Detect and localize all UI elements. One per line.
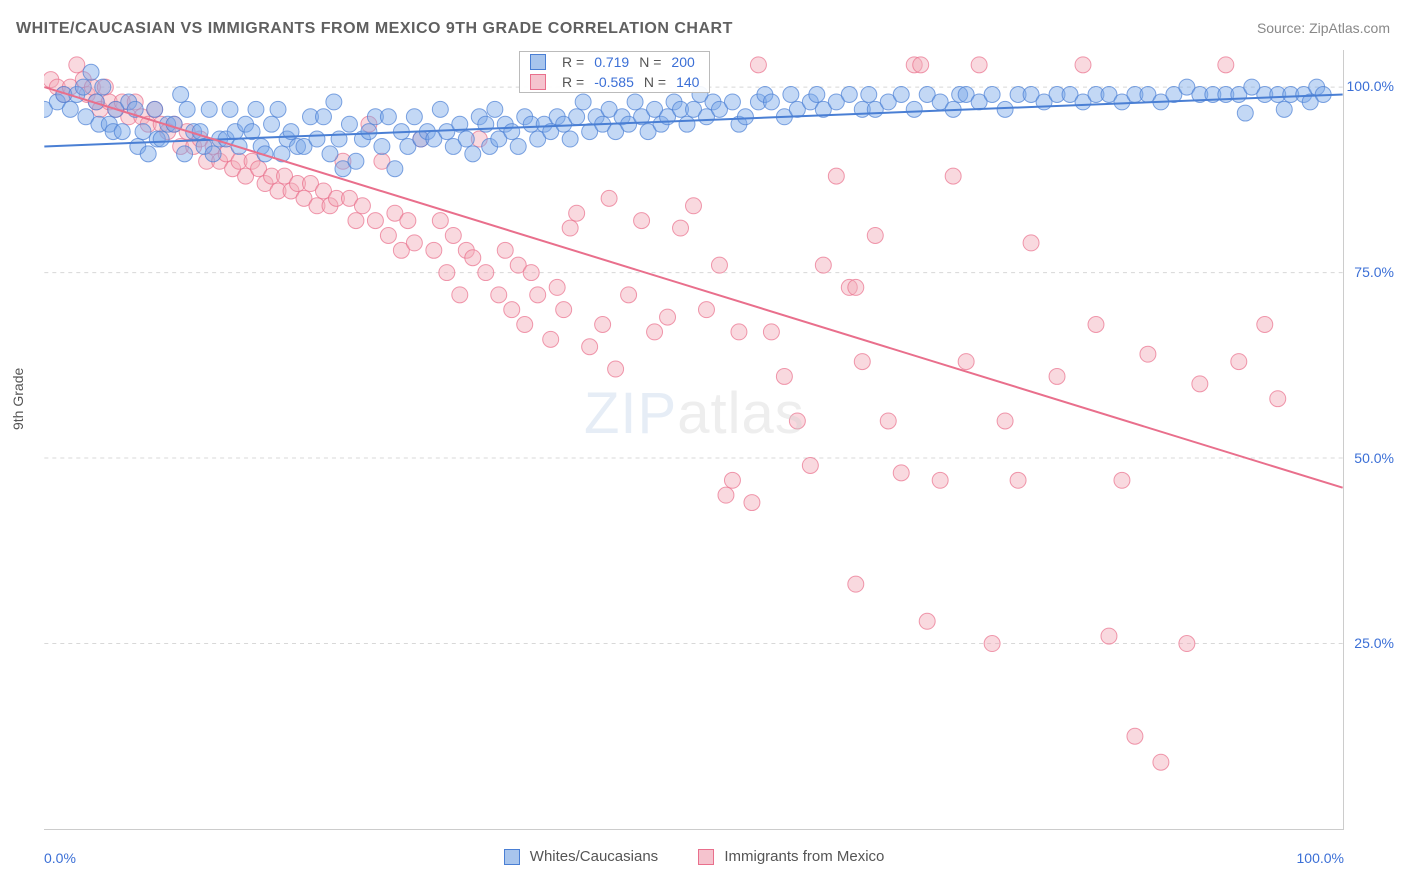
corr-row-series-1: R = 0.719 N = 200 (520, 52, 709, 72)
chart-title: WHITE/CAUCASIAN VS IMMIGRANTS FROM MEXIC… (16, 20, 733, 38)
plot-frame: R = 0.719 N = 200 R = -0.585 N = 140 ZIP… (44, 50, 1344, 830)
watermark: ZIPatlas (584, 380, 805, 447)
watermark-b: atlas (677, 381, 805, 446)
legend-swatch-1 (504, 849, 520, 865)
source-name: ZipAtlas.com (1309, 20, 1390, 36)
y-tick-label: 75.0% (1354, 264, 1394, 280)
legend: Whites/Caucasians Immigrants from Mexico (44, 848, 1344, 865)
n-value-series-2: 140 (676, 74, 699, 90)
source-prefix: Source: (1257, 20, 1305, 36)
y-tick-label: 100.0% (1347, 78, 1394, 94)
legend-swatch-2 (698, 849, 714, 865)
legend-label-2: Immigrants from Mexico (724, 848, 884, 865)
y-tick-label: 25.0% (1354, 635, 1394, 651)
swatch-series-2 (530, 74, 546, 90)
legend-item-1: Whites/Caucasians (504, 848, 659, 865)
n-value-series-1: 200 (671, 54, 694, 70)
y-axis-label: 9th Grade (10, 368, 26, 430)
n-label: N = (644, 74, 666, 90)
corr-row-series-2: R = -0.585 N = 140 (520, 72, 709, 92)
r-label: R = (562, 74, 584, 90)
legend-label-1: Whites/Caucasians (530, 848, 658, 865)
legend-item-2: Immigrants from Mexico (698, 848, 884, 865)
source-attribution: Source: ZipAtlas.com (1257, 20, 1390, 36)
correlation-box: R = 0.719 N = 200 R = -0.585 N = 140 (519, 51, 710, 93)
r-value-series-1: 0.719 (594, 54, 629, 70)
y-tick-label: 50.0% (1354, 450, 1394, 466)
watermark-a: ZIP (584, 381, 677, 446)
swatch-series-1 (530, 54, 546, 70)
n-label: N = (639, 54, 661, 70)
r-value-series-2: -0.585 (594, 74, 634, 90)
r-label: R = (562, 54, 584, 70)
